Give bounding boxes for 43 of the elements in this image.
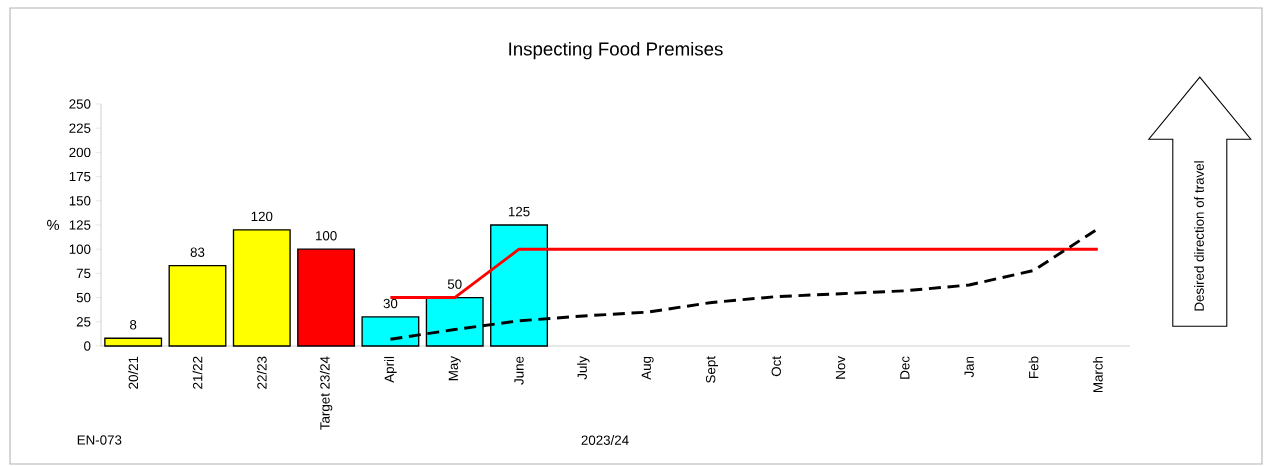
y-axis-title: % <box>47 219 60 231</box>
bar <box>232 229 291 347</box>
bar <box>168 264 227 347</box>
x-tick-label: Nov <box>835 356 846 379</box>
data-label: 50 <box>447 279 462 289</box>
y-tick-label: 25 <box>76 317 91 327</box>
x-tick-label: Aug <box>641 356 654 380</box>
data-label: 83 <box>190 247 205 257</box>
text: 2023/24 <box>581 435 629 445</box>
x-tick-label: Feb <box>1028 356 1039 378</box>
y-tick-label: 0 <box>84 341 91 351</box>
y-tick-label: 200 <box>69 147 91 158</box>
x-tick-label: Jan <box>964 356 974 378</box>
y-tick-label: 175 <box>69 171 91 182</box>
x-tick-label: Target 23/24 <box>319 356 333 430</box>
y-tick-label: 225 <box>69 123 91 133</box>
y-tick-label: 50 <box>76 292 91 303</box>
x-tick-label: Sept <box>705 356 718 383</box>
x-tick-label: Oct <box>771 356 781 377</box>
data-label: 8 <box>130 320 137 330</box>
x-tick-label: 20/21 <box>128 356 139 389</box>
y-tick-label: 150 <box>69 196 91 206</box>
y-tick-label: 125 <box>69 220 91 230</box>
text: Desired direction of travel <box>1194 161 1204 311</box>
text: EN-073 <box>77 435 122 445</box>
x-tick-label: April <box>384 356 397 383</box>
x-tick-label: March <box>1092 356 1103 392</box>
y-tick-label: 250 <box>69 99 91 109</box>
data-label: 120 <box>251 211 273 222</box>
y-tick-label: 100 <box>69 244 91 254</box>
chart-title: Inspecting Food Premises <box>509 41 723 60</box>
bar <box>297 248 356 347</box>
data-label: 100 <box>316 231 337 241</box>
data-label: 30 <box>383 298 398 309</box>
x-tick-label: June <box>514 356 524 385</box>
x-tick-label: 21/22 <box>192 356 203 389</box>
bar <box>104 337 163 347</box>
y-tick-label: 75 <box>76 268 91 279</box>
x-tick-label: May <box>448 356 461 381</box>
x-tick-label: July <box>577 356 590 380</box>
x-tick-label: Dec <box>900 356 910 379</box>
x-tick-label: 22/23 <box>256 356 267 389</box>
data-label: 125 <box>508 206 530 217</box>
